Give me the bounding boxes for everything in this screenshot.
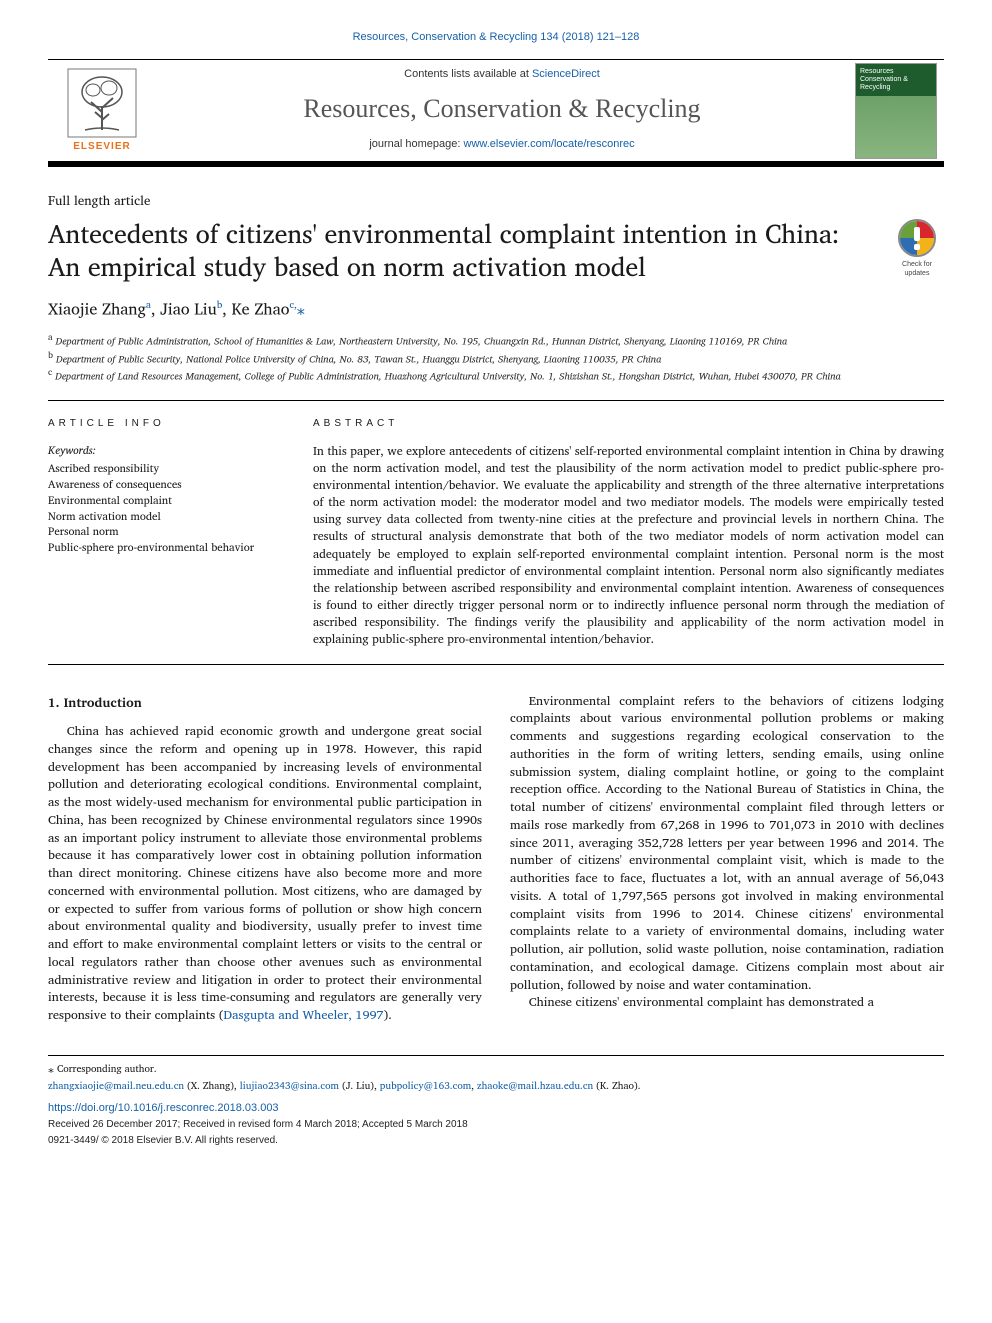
authors: Xiaojie Zhanga, Jiao Liub, Ke Zhaoc,⁎: [48, 298, 944, 321]
homepage-line: journal homepage: www.elsevier.com/locat…: [369, 137, 634, 152]
cover-thumb-title: Resources Conservation & Recycling: [860, 68, 932, 92]
corr-mark-icon: ⁎: [48, 1060, 54, 1079]
email-link[interactable]: zhangxiaojie@mail.neu.edu.cn: [48, 1078, 184, 1094]
email-link[interactable]: liujiao2343@sina.com: [240, 1078, 339, 1094]
journal-cover-thumbnail: Resources Conservation & Recycling: [855, 63, 937, 159]
contents-prefix: Contents lists available at: [404, 68, 532, 80]
keywords-label: Keywords:: [48, 443, 273, 458]
check-for-updates-badge[interactable]: Check for updates: [890, 218, 944, 280]
crossmark-icon: [897, 218, 937, 258]
rule-top: [48, 400, 944, 401]
elsevier-wordmark: ELSEVIER: [73, 140, 130, 154]
footnotes: ⁎ Corresponding author. zhangxiaojie@mai…: [48, 1055, 944, 1148]
affiliations: a Department of Public Administration, S…: [48, 331, 944, 384]
article-type: Full length article: [48, 191, 944, 209]
email-addresses: zhangxiaojie@mail.neu.edu.cn (X. Zhang),…: [48, 1079, 944, 1093]
sciencedirect-link[interactable]: ScienceDirect: [532, 68, 600, 80]
rule-bottom: [48, 664, 944, 665]
email-link[interactable]: zhaoke@mail.hzau.edu.cn: [477, 1078, 593, 1094]
keywords-list: Ascribed responsibilityAwareness of cons…: [48, 461, 273, 557]
publisher-logo: ELSEVIER: [48, 60, 156, 161]
journal-homepage-link[interactable]: www.elsevier.com/locate/resconrec: [464, 138, 635, 150]
abstract-text: In this paper, we explore antecedents of…: [313, 443, 944, 647]
article-history: Received 26 December 2017; Received in r…: [48, 1118, 944, 1132]
intro-paragraph-3: Chinese citizens' environmental complain…: [510, 994, 944, 1012]
intro-paragraph-1: China has achieved rapid economic growth…: [48, 723, 482, 1025]
intro-p1-tail: ).: [384, 1005, 392, 1025]
corr-label: Corresponding author.: [57, 1061, 157, 1077]
intro-p1-text: China has achieved rapid economic growth…: [48, 721, 482, 1025]
article-title: Antecedents of citizens' environmental c…: [48, 218, 872, 285]
running-head: Resources, Conservation & Recycling 134 …: [48, 30, 944, 45]
article-info-heading: ARTICLE INFO: [48, 417, 273, 431]
masthead: ELSEVIER Contents lists available at Sci…: [48, 59, 944, 167]
doi-link[interactable]: https://doi.org/10.1016/j.resconrec.2018…: [48, 1102, 279, 1114]
journal-title: Resources, Conservation & Recycling: [303, 91, 700, 127]
contents-line: Contents lists available at ScienceDirec…: [404, 67, 600, 82]
email-link[interactable]: pubpolicy@163.com: [380, 1078, 471, 1094]
elsevier-tree-icon: [67, 68, 137, 138]
citation-dasgupta[interactable]: Dasgupta and Wheeler, 1997: [223, 1005, 383, 1025]
updates-badge-label: Check for updates: [902, 261, 932, 278]
corresponding-author-note: ⁎ Corresponding author.: [48, 1062, 944, 1079]
copyright-line: 0921-3449/ © 2018 Elsevier B.V. All righ…: [48, 1134, 944, 1148]
intro-paragraph-2: Environmental complaint refers to the be…: [510, 693, 944, 995]
section-heading-intro: 1. Introduction: [48, 693, 482, 711]
keyword-item: Public-sphere pro-environmental behavior: [48, 540, 273, 556]
body-columns: 1. Introduction China has achieved rapid…: [48, 693, 944, 1025]
homepage-prefix: journal homepage:: [369, 138, 463, 150]
abstract-heading: ABSTRACT: [313, 417, 944, 431]
